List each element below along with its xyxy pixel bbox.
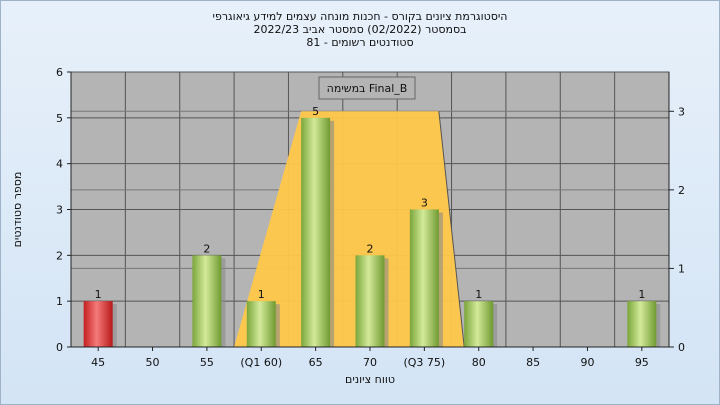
y-tick-label: 6 xyxy=(56,66,63,79)
bar-value-label: 1 xyxy=(95,288,102,301)
x-tick-label: 80 xyxy=(472,356,486,369)
x-tick-label: 90 xyxy=(580,356,594,369)
chart-enrolled: סטודנטים רשומים - 81 xyxy=(306,36,414,49)
overlay-edge xyxy=(438,111,465,348)
x-tick-label: 50 xyxy=(146,356,160,369)
bar-value-label: 5 xyxy=(312,105,319,118)
bar-(Q3 75) xyxy=(409,209,439,347)
y-tick-label: 4 xyxy=(56,158,63,171)
x-tick-label: 85 xyxy=(526,356,540,369)
chart-title: היסטוגרמת ציונים בקורס - חכנות מונחה עצמ… xyxy=(212,10,508,23)
chart-subtitle: בסמסטר (02/2022) סמסטר אביב 2022/23 xyxy=(253,23,467,36)
bar-45 xyxy=(83,301,113,347)
x-tick-label: (Q1 60) xyxy=(240,356,282,369)
bar-(Q1 60) xyxy=(246,301,276,347)
x-tick-label: 55 xyxy=(200,356,214,369)
x-tick-label: 70 xyxy=(363,356,377,369)
x-tick-label: 65 xyxy=(309,356,323,369)
y-tick-label: 3 xyxy=(56,204,63,217)
y-tick-label: 1 xyxy=(56,295,63,308)
y-tick-label: 5 xyxy=(56,112,63,125)
y-axis-title: מספר סטודנטים xyxy=(11,172,24,248)
bar-value-label: 1 xyxy=(638,288,645,301)
quartile-area xyxy=(234,111,465,348)
bar-value-label: 1 xyxy=(258,288,265,301)
overlay-area xyxy=(234,111,465,348)
x-tick-label: (Q3 75) xyxy=(403,356,445,369)
bars: 1 2 1 5 2 3 1 1 xyxy=(83,105,661,347)
y-tick-label: 2 xyxy=(56,249,63,262)
x-tick-label: 95 xyxy=(635,356,649,369)
y2-tick-label: 1 xyxy=(678,262,685,275)
y-tick-label: 0 xyxy=(56,341,63,354)
y2-tick-label: 3 xyxy=(678,105,685,118)
y2-tick-label: 0 xyxy=(678,341,685,354)
y2-tick-label: 2 xyxy=(678,184,685,197)
bar-value-label: 3 xyxy=(421,197,428,210)
bar-80 xyxy=(464,301,494,347)
legend-label: במשימה Final_B xyxy=(327,82,408,95)
bar-70 xyxy=(355,255,385,347)
x-tick-label: 45 xyxy=(91,356,105,369)
legend: במשימה Final_B xyxy=(318,76,416,100)
bar-value-label: 2 xyxy=(367,242,374,255)
x-axis-title: טווח ציונים xyxy=(345,373,395,386)
bar-95 xyxy=(627,301,657,347)
bar-55 xyxy=(192,255,222,347)
bar-65 xyxy=(301,117,331,347)
bar-value-label: 2 xyxy=(203,242,210,255)
bar-value-label: 1 xyxy=(475,288,482,301)
